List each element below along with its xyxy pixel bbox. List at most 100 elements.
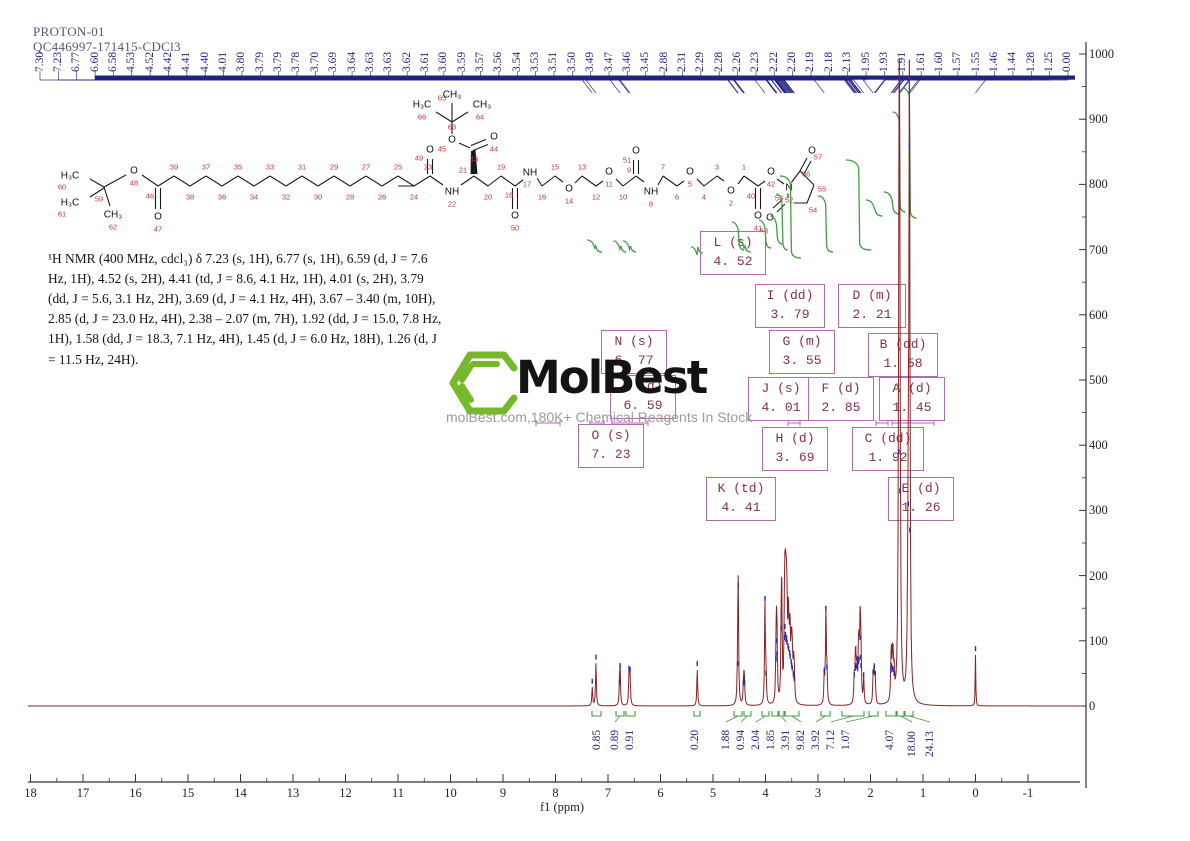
assignment-box[interactable]: H (d) 3. 69 xyxy=(762,427,828,471)
peak-label-connector xyxy=(443,71,787,94)
y-axis-tick-label: 500 xyxy=(1089,373,1108,387)
integral-curve xyxy=(902,87,917,219)
y-axis-tick-label: 1000 xyxy=(1089,47,1114,61)
y-axis-tick-label: 0 xyxy=(1089,699,1096,713)
assignment-box[interactable]: B (dd) 1. 58 xyxy=(868,333,938,377)
peak-shift-label: 1.28 xyxy=(1024,51,1037,72)
peak-label-connector xyxy=(792,71,861,94)
structure-atom-label: H₃C xyxy=(412,99,432,111)
peak-shift-label: 3.70 xyxy=(308,51,321,72)
structure-atom-number: 47 xyxy=(153,224,163,234)
structure-atom-label: NH xyxy=(522,167,538,179)
structure-bonds xyxy=(89,103,815,213)
integration-bracket-connector xyxy=(791,715,802,723)
assignment-box-label: K (td) xyxy=(717,481,765,496)
structure-atom-number: 55 xyxy=(817,184,827,194)
assignment-box-shift: 1. 92 xyxy=(868,449,908,465)
assignment-box[interactable]: O (s) 7. 23 xyxy=(578,424,644,468)
integration-value: 1.07 xyxy=(840,730,852,751)
integration-bracket xyxy=(733,711,743,717)
assignment-box[interactable]: E (d) 1. 26 xyxy=(888,477,954,521)
assignment-box[interactable]: I (dd) 3. 79 xyxy=(755,284,825,328)
peak-shift-label: 2.29 xyxy=(694,51,707,72)
peak-shift-label: 1.61 xyxy=(914,51,927,72)
peak-label-connector xyxy=(204,71,745,94)
structure-atom-number: 39 xyxy=(169,162,179,172)
structure-atom-label: O xyxy=(753,210,763,222)
structure-atom-number: 2 xyxy=(728,198,734,208)
peak-shift-label: 3.49 xyxy=(584,51,597,72)
integration-bracket-connector xyxy=(845,715,874,723)
assignment-box-label: C (dd) xyxy=(864,431,912,446)
peak-shift-label: 3.45 xyxy=(639,51,652,72)
peak-shift-label: 3.62 xyxy=(400,51,413,72)
structure-atom-number: 7 xyxy=(660,162,666,172)
peak-shift-label: 3.79 xyxy=(253,51,266,72)
peak-shift-label: 1.60 xyxy=(932,51,945,72)
peak-label-connector xyxy=(498,71,789,94)
assignment-box-shift: 7. 23 xyxy=(591,446,631,462)
integration-bracket-connector xyxy=(614,715,621,723)
structure-atom-number: 65 xyxy=(437,93,447,103)
peak-shift-label: 3.51 xyxy=(547,51,560,72)
integration-bracket xyxy=(693,711,701,717)
assignment-box-shift: 3. 69 xyxy=(775,449,815,465)
structure-atom-number: 33 xyxy=(265,162,275,172)
peak-shift-label: 2.23 xyxy=(749,51,762,72)
structure-atom-number: 66 xyxy=(417,112,427,122)
structure-atom-number: 9 xyxy=(626,165,632,175)
peak-label-connector xyxy=(370,71,786,94)
peak-shift-label: 3.50 xyxy=(565,51,578,72)
y-axis-tick-label: 800 xyxy=(1089,177,1108,192)
structure-atom-number: 8 xyxy=(648,199,654,209)
structure-atom-number: 53 xyxy=(774,193,784,203)
peak-shift-label: 2.20 xyxy=(786,51,799,72)
peak-label-connector xyxy=(149,71,739,94)
structure-atom-number: 20 xyxy=(483,192,493,202)
structure-atom-number: 31 xyxy=(297,162,307,172)
integration-value: 0.20 xyxy=(689,730,701,751)
integration-value: 0.94 xyxy=(735,730,747,751)
structure-atom-label: O xyxy=(604,166,614,178)
structure-atom-number: 10 xyxy=(618,192,628,202)
x-axis-tick-label: 15 xyxy=(181,786,195,800)
y-axis-tick-label: 200 xyxy=(1089,568,1108,583)
peak-label-connector xyxy=(535,71,791,94)
structure-atom-number: 43 xyxy=(469,154,479,164)
peak-label-connector xyxy=(874,71,904,94)
assignment-box[interactable]: K (td) 4. 41 xyxy=(706,477,776,521)
peak-label-connector xyxy=(737,71,858,94)
peak-shift-label: 4.52 xyxy=(143,51,156,72)
structure-atom-label: O xyxy=(510,210,520,222)
integration-value: 0.89 xyxy=(609,730,621,751)
assignment-box[interactable]: D (m) 2. 21 xyxy=(838,284,906,328)
peak-shift-label: 2.31 xyxy=(675,51,688,72)
integral-curve xyxy=(883,191,901,215)
x-axis-tick-label: 5 xyxy=(709,786,717,800)
assignment-box[interactable]: G (m) 3. 55 xyxy=(769,330,835,374)
integration-value: 9.82 xyxy=(795,730,807,751)
peak-shift-label: 4.53 xyxy=(125,51,138,72)
integration-value: 4.07 xyxy=(884,730,896,751)
structure-atom-number: 18 xyxy=(504,190,514,200)
assignment-box[interactable]: L (s) 4. 52 xyxy=(700,231,766,275)
peak-shift-label: 3.53 xyxy=(529,51,542,72)
header-sample-id: QC446997-171415-CDCl3 xyxy=(33,39,181,54)
integration-value: 7.12 xyxy=(825,730,837,751)
peak-shift-label: 3.47 xyxy=(602,51,615,72)
peak-shift-label: 3.63 xyxy=(382,51,395,72)
structure-atom-number: 64 xyxy=(475,112,485,122)
integral-curve xyxy=(892,111,906,213)
structure-atom-number: 44 xyxy=(489,144,499,154)
structure-atom-label: H₃C xyxy=(60,197,80,209)
integral-curve xyxy=(846,159,872,251)
structure-atom-label: CH₃ xyxy=(442,89,462,101)
structure-atom-number: 63 xyxy=(447,122,457,132)
peak-label-bar xyxy=(95,75,1075,80)
x-axis-tick-label: 8 xyxy=(552,786,559,800)
assignment-box[interactable]: C (dd) 1. 92 xyxy=(852,427,924,471)
structure-atom-number: 45 xyxy=(437,144,447,154)
assignment-box[interactable]: A (d) 1. 45 xyxy=(879,377,945,421)
assignment-box[interactable]: F (d) 2. 85 xyxy=(808,377,874,421)
integration-bracket xyxy=(896,711,905,717)
